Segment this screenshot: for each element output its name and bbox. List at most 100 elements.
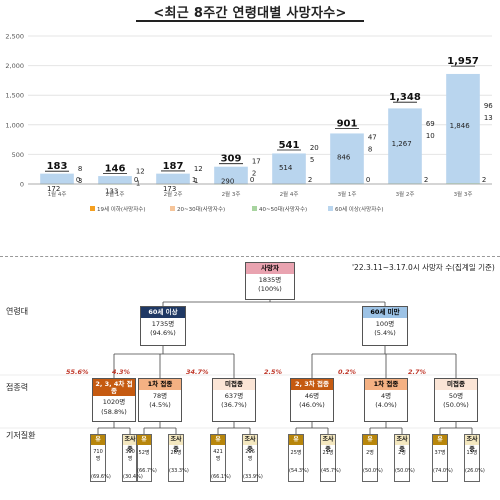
row-label-vaccination: 접종력 bbox=[6, 383, 29, 392]
vaccination-rate: 2.5% bbox=[264, 368, 283, 376]
bar-segment bbox=[388, 108, 422, 184]
node-percent: (50.0%) bbox=[443, 401, 469, 409]
y-tick-label: 1,000 bbox=[5, 121, 24, 129]
bar-segment bbox=[156, 173, 190, 184]
node-title: 1차 접종 bbox=[365, 379, 407, 390]
node-percent: (4.5%) bbox=[149, 401, 171, 409]
forty-fifty-label: 12 bbox=[194, 165, 203, 173]
legend-swatch bbox=[90, 206, 95, 211]
node-title: 1차 접종 bbox=[139, 379, 181, 390]
vaccination-rate: 55.6% bbox=[66, 368, 89, 376]
leaf-percent: (33.3%) bbox=[169, 468, 189, 474]
leaf-title: 유 bbox=[137, 435, 151, 445]
node-title: 2, 3, 4차 접종 bbox=[93, 379, 135, 396]
bar-segment bbox=[98, 176, 132, 184]
leaf-yes: 유 25명 (54.3%) bbox=[288, 434, 309, 482]
forty-fifty-label: 8 bbox=[78, 165, 82, 173]
leaf-count: 52명 bbox=[138, 450, 150, 456]
leaf-count: 421명 bbox=[213, 449, 223, 462]
leaf-title: 조사중 bbox=[465, 435, 479, 453]
sixty-plus-label: 173 bbox=[163, 185, 176, 193]
x-tick-label: 2월 1주 bbox=[106, 190, 125, 198]
sixty-plus-label: 172 bbox=[47, 185, 60, 193]
under-19-label: 0 bbox=[76, 176, 80, 184]
node-percent: (94.6%) bbox=[150, 329, 176, 337]
sixty-plus-label: 846 bbox=[337, 153, 351, 161]
x-tick-label: 1월 4주 bbox=[48, 190, 67, 198]
twenty-thirty-label: 13 bbox=[484, 114, 493, 122]
node-title: 60세 미만 bbox=[363, 307, 407, 318]
y-tick-label: 500 bbox=[12, 151, 24, 159]
leaf-count: 310명 bbox=[125, 449, 135, 462]
node-percent: (100%) bbox=[258, 285, 282, 293]
leaf-count: 25명 bbox=[290, 450, 302, 456]
leaf-count: 2명 bbox=[398, 450, 406, 456]
leaf-count: 26명 bbox=[170, 450, 182, 456]
under-19-label: 1 bbox=[192, 176, 196, 184]
total-label: 1,348 bbox=[389, 92, 421, 103]
bar-segment bbox=[330, 133, 364, 184]
node-title: 2, 3차 접종 bbox=[291, 379, 333, 390]
leaf-title: 조사중 bbox=[321, 435, 335, 453]
twenty-thirty-label: 1 bbox=[194, 177, 198, 185]
section-divider bbox=[0, 256, 500, 257]
total-label: 183 bbox=[47, 161, 68, 172]
vaccination-node: 2, 3차 접종 46명 (46.0%) bbox=[290, 378, 334, 422]
under-19-label: 2 bbox=[308, 176, 312, 184]
leaf-title: 조사중 bbox=[123, 435, 137, 453]
y-tick-label: 2,500 bbox=[5, 33, 24, 41]
forty-fifty-label: 69 bbox=[426, 120, 435, 128]
node-title: 미접종 bbox=[435, 379, 477, 390]
leaf-yes: 유 710명 (69.6%) bbox=[90, 434, 111, 482]
total-label: 146 bbox=[105, 163, 126, 174]
twenty-thirty-label: 1 bbox=[136, 179, 140, 187]
x-tick-label: 2월 3주 bbox=[222, 190, 241, 198]
leaf-percent: (50.0%) bbox=[363, 468, 383, 474]
node-percent: (4.0%) bbox=[375, 401, 397, 409]
total-label: 901 bbox=[337, 119, 358, 130]
leaf-title: 조사중 bbox=[243, 435, 257, 453]
leaf-percent: (45.7%) bbox=[321, 468, 341, 474]
leaf-yes: 유 37명 (74.0%) bbox=[432, 434, 453, 482]
chart-title: <최근 8주간 연령대별 사망자수> bbox=[153, 6, 347, 21]
node-count: 100명 bbox=[375, 319, 395, 328]
forty-fifty-label: 17 bbox=[252, 158, 261, 166]
y-tick-label: 0 bbox=[20, 181, 24, 189]
leaf-count: 21명 bbox=[322, 450, 334, 456]
leaf-percent: (54.3%) bbox=[289, 468, 309, 474]
leaf-percent: (69.6%) bbox=[91, 474, 111, 480]
leaf-title: 유 bbox=[433, 435, 447, 445]
leaf-count: 37명 bbox=[434, 450, 446, 456]
node-count: 637명 bbox=[224, 391, 244, 400]
leaf-count: 710명 bbox=[93, 449, 103, 462]
legend-swatch bbox=[252, 206, 257, 211]
legend-swatch bbox=[328, 206, 333, 211]
leaf-percent: (33.9%) bbox=[243, 474, 263, 480]
leaf-title: 유 bbox=[211, 435, 225, 445]
under-19-label: 0 bbox=[366, 176, 370, 184]
twenty-thirty-label: 5 bbox=[310, 156, 314, 164]
root-node: 사망자 1835명 (100%) bbox=[245, 262, 295, 300]
vaccination-node: 1차 접종 4명 (4.0%) bbox=[364, 378, 408, 422]
leaf-percent: (66.1%) bbox=[211, 474, 231, 480]
y-tick-label: 2,000 bbox=[5, 62, 24, 70]
leaf-title: 조사중 bbox=[169, 435, 183, 453]
node-title: 사망자 bbox=[246, 263, 294, 274]
node-count: 4명 bbox=[380, 391, 392, 400]
x-tick-label: 3월 3주 bbox=[454, 190, 473, 198]
legend-label: 20~30대(사망자수) bbox=[177, 205, 225, 213]
age-node-under-60: 60세 미만 100명 (5.4%) bbox=[362, 306, 408, 346]
node-count: 78명 bbox=[152, 391, 168, 400]
leaf-count: 216명 bbox=[245, 449, 255, 462]
age-node-60-plus: 60세 이상 1735명 (94.6%) bbox=[140, 306, 186, 346]
node-title: 미접종 bbox=[213, 379, 255, 390]
legend-swatch bbox=[170, 206, 175, 211]
leaf-percent: (26.0%) bbox=[465, 468, 485, 474]
leaf-investigating: 조사중 216명 (33.9%) bbox=[242, 434, 263, 482]
x-tick-label: 2월 2주 bbox=[164, 190, 183, 198]
vaccination-node: 2, 3, 4차 접종 1020명 (58.8%) bbox=[92, 378, 136, 422]
y-tick-label: 1,500 bbox=[5, 92, 24, 100]
leaf-investigating: 조사중 310명 (30.4%) bbox=[122, 434, 143, 482]
leaf-title: 조사중 bbox=[395, 435, 409, 453]
node-title: 60세 이상 bbox=[141, 307, 185, 318]
